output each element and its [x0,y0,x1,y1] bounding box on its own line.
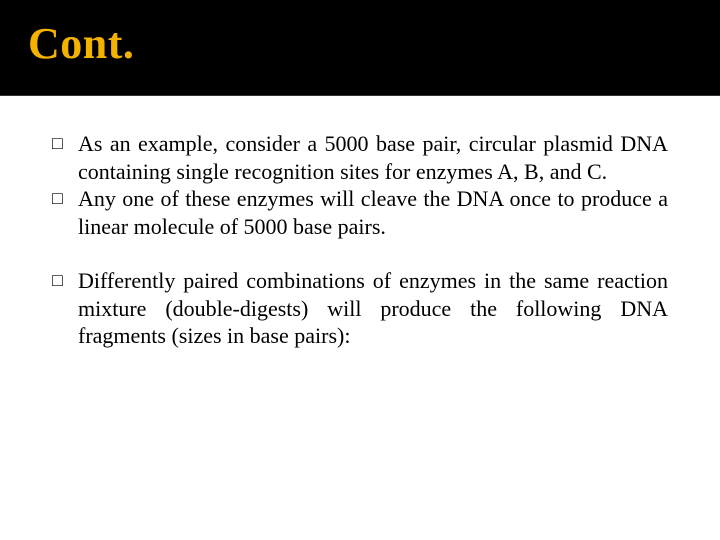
slide-title: Cont. [28,18,692,69]
bullet-text: As an example, consider a 5000 base pair… [78,130,668,185]
bullet-item: □ Differently paired combinations of enz… [52,267,668,350]
slide-body: □ As an example, consider a 5000 base pa… [0,96,720,396]
bullet-text: Any one of these enzymes will cleave the… [78,185,668,240]
bullet-marker-icon: □ [52,185,78,240]
bullet-item: □ Any one of these enzymes will cleave t… [52,185,668,240]
bullet-text: Differently paired combinations of enzym… [78,267,668,350]
slide-header: Cont. [0,0,720,96]
bullet-marker-icon: □ [52,267,78,350]
bullet-group-1: □ As an example, consider a 5000 base pa… [52,130,668,241]
bullet-marker-icon: □ [52,130,78,185]
bullet-item: □ As an example, consider a 5000 base pa… [52,130,668,185]
bullet-group-2: □ Differently paired combinations of enz… [52,267,668,350]
